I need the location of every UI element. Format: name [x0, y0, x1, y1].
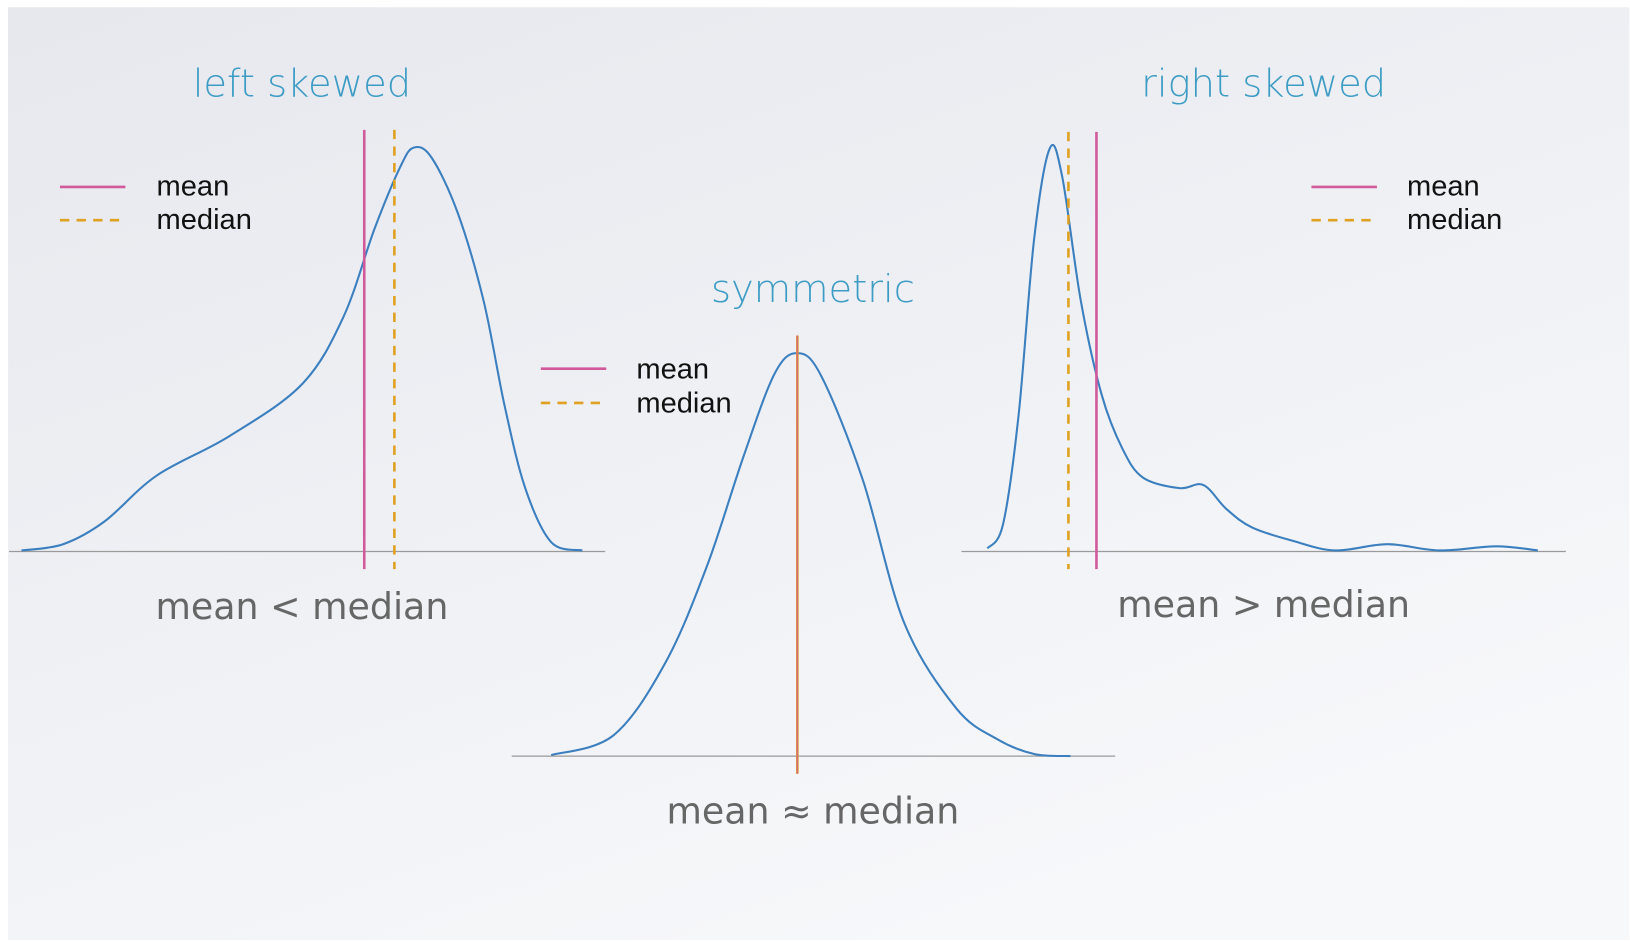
panel-title: right skewed	[1141, 62, 1386, 107]
legend-label: mean	[636, 353, 709, 385]
panel-left: left skewed mean median mean < median	[9, 62, 606, 628]
legend-label: median	[636, 388, 731, 420]
legend-label: mean	[157, 171, 230, 203]
panel-title: left skewed	[193, 62, 411, 107]
panel-right: right skewed mean median mean > median	[961, 62, 1566, 626]
density-curve	[550, 352, 1071, 758]
legend-label: median	[1407, 204, 1502, 236]
legend-label: mean	[1407, 171, 1480, 203]
background	[8, 7, 1630, 940]
caption: mean < median	[155, 585, 448, 628]
density-curve	[21, 145, 583, 552]
caption: mean ≈ median	[666, 790, 959, 833]
legend-label: median	[157, 204, 252, 236]
density-curve	[986, 143, 1538, 552]
panel-title: symmetric	[711, 267, 915, 312]
panel-symmetric: symmetric mean median mean ≈ median	[511, 267, 1116, 833]
caption: mean > median	[1117, 583, 1410, 626]
